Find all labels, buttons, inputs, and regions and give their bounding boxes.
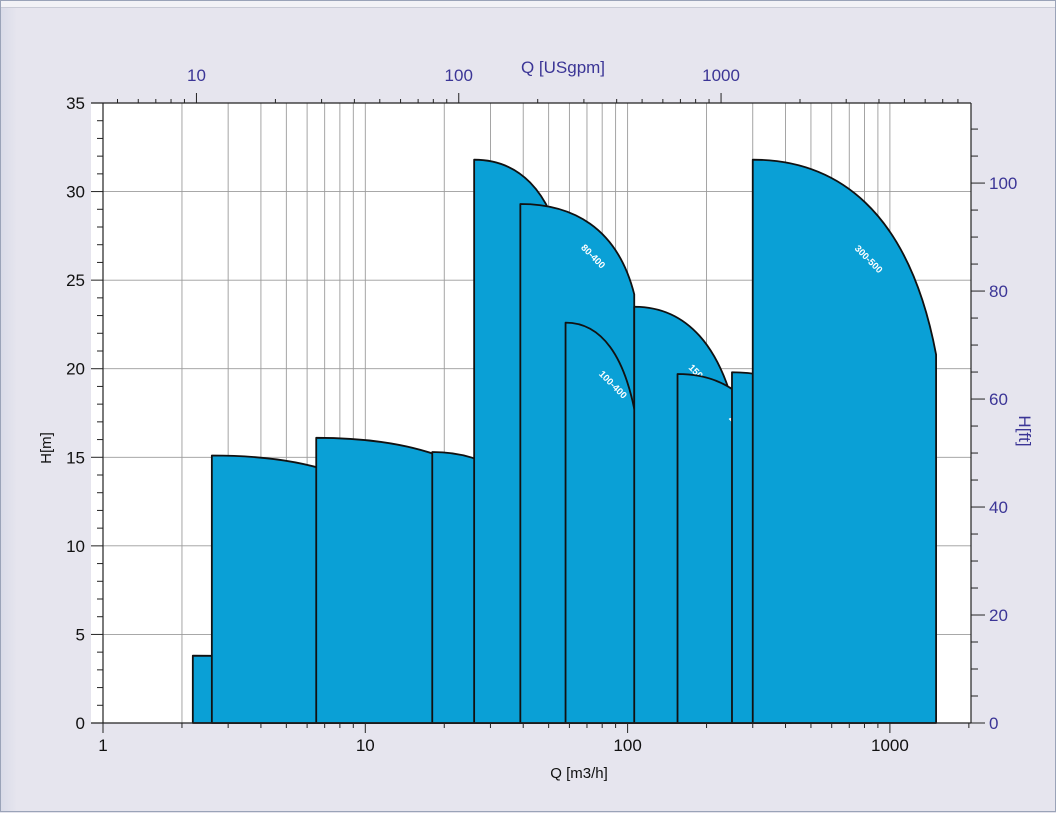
x-tick-label: 100: [613, 736, 641, 755]
y2-axis-label: H[ft]: [1015, 415, 1034, 446]
y2-tick-label: 100: [989, 174, 1017, 193]
y2-tick-label: 60: [989, 390, 1008, 409]
x2-tick-label: 1000: [702, 66, 740, 85]
y-tick-label: 20: [66, 360, 85, 379]
curve-100-400: [564, 321, 640, 724]
y2-tick-label: 80: [989, 282, 1008, 301]
y2-tick-label: 20: [989, 606, 1008, 625]
y-tick-label: 15: [66, 448, 85, 467]
y2-tick-label: 40: [989, 498, 1008, 517]
y2-tick-label: 0: [989, 714, 998, 733]
axes: 0 5 10 15 20 25 30 35 1 10 100 1000 10 100 1000 0 20 40 60…: [66, 66, 1017, 755]
x-tick-label: 1: [98, 736, 107, 755]
x-axis-label: Q [m3/h]: [550, 765, 608, 782]
x2-tick-label: 100: [445, 66, 473, 85]
x-tick-label: 10: [356, 736, 375, 755]
x2-axis-label: Q [USgpm]: [521, 58, 605, 77]
y-tick-label: 25: [66, 271, 85, 290]
y-tick-label: 10: [66, 537, 85, 556]
y-tick-label: 5: [76, 625, 85, 644]
x-tick-label: 1000: [871, 736, 909, 755]
curves: 32-16040-16080-16040-20050-20065-20080-2…: [191, 158, 937, 724]
y-tick-label: 30: [66, 183, 85, 202]
x2-tick-label: 10: [187, 66, 206, 85]
y-axis-label: H[m]: [38, 432, 55, 464]
y-tick-label: 35: [66, 94, 85, 113]
curve-300-500: [751, 158, 937, 724]
y-tick-label: 0: [76, 714, 85, 733]
